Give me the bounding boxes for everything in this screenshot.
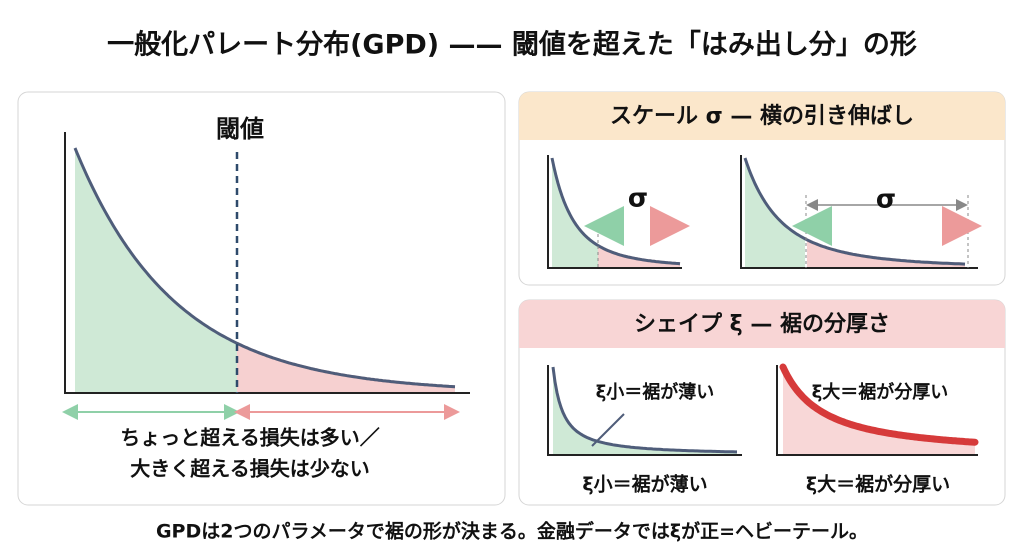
- axes: [776, 365, 978, 456]
- shape-header: [519, 300, 1005, 348]
- main-panel: [17, 91, 506, 506]
- main-chart: [62, 132, 470, 420]
- thick-label: ξ大＝裾が分厚い: [812, 381, 949, 403]
- thin-label: ξ小＝裾が薄い: [596, 381, 715, 403]
- axes: [740, 155, 978, 269]
- axes: [547, 155, 682, 269]
- threshold-label: 閾値: [216, 115, 264, 143]
- axes: [547, 365, 742, 456]
- scale-charts: [547, 155, 982, 269]
- scale-title: スケール σ — 横の引き伸ばし: [610, 104, 914, 129]
- curve: [743, 157, 966, 266]
- curve: [73, 147, 456, 389]
- sigma-label: σ: [876, 185, 896, 215]
- footer: GPDは2つのパラメータで裾の形が決まる。金融データではξが正=ヘビーテール。: [156, 520, 868, 543]
- curve: [551, 366, 737, 454]
- shape-title: シェイプ ξ — 裾の分厚さ: [634, 312, 890, 337]
- thin-caption: ξ小＝裾が薄い: [582, 473, 707, 496]
- thick-area: [783, 367, 975, 455]
- thick-caption: ξ大＝裾が分厚い: [806, 473, 950, 496]
- excess-area: [237, 343, 455, 393]
- scale-header: [519, 92, 1005, 140]
- pointer: [591, 413, 625, 447]
- caption-line: ちょっと超える損失は多い／: [120, 426, 379, 450]
- caption-line: 大きく超える損失は少ない: [130, 457, 369, 481]
- excess-area: [807, 239, 965, 268]
- axes: [64, 132, 470, 394]
- below-area: [745, 158, 805, 268]
- curve: [550, 157, 681, 266]
- shape-charts: [547, 363, 979, 456]
- below-area: [75, 148, 237, 393]
- curve: [779, 363, 979, 446]
- thin-area: [553, 367, 737, 455]
- title: 一般化パレート分布(GPD) —— 閾値を超えた「はみ出し分」の形: [107, 29, 917, 61]
- sigma-label: σ: [628, 184, 648, 214]
